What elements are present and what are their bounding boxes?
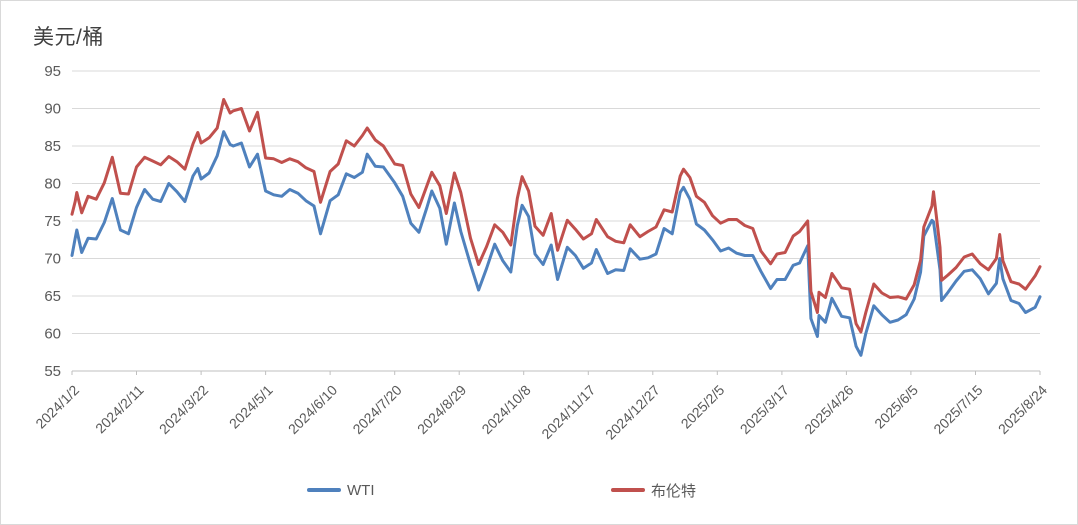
y-axis-tick-label: 95 (44, 63, 61, 80)
x-axis-tick-label: 2025/3/17 (737, 382, 793, 438)
legend-label-wti: WTI (347, 481, 375, 499)
legend-item-wti[interactable]: WTI (307, 478, 375, 502)
y-axis-tick-label: 75 (44, 213, 61, 230)
x-axis-tick-label: 2025/2/5 (678, 382, 728, 432)
legend-item-brent[interactable]: 布伦特 (611, 478, 696, 502)
x-axis-tick-label: 2025/7/15 (930, 382, 986, 438)
x-axis-tick-label: 2024/5/1 (226, 382, 276, 432)
x-axis-tick-label: 2024/8/29 (414, 382, 470, 438)
x-axis-tick-label: 2024/1/2 (32, 382, 82, 432)
x-axis-tick-label: 2024/7/20 (349, 382, 405, 438)
x-axis-tick-label: 2024/2/11 (92, 382, 147, 437)
brent-line-marker (611, 488, 645, 492)
wti-line-marker (307, 488, 341, 492)
y-axis-tick-label: 60 (44, 326, 61, 343)
x-axis-tick-label: 2025/8/24 (995, 382, 1051, 438)
y-axis-tick-label: 85 (44, 138, 61, 155)
x-axis-tick-label: 2024/11/17 (538, 382, 598, 442)
y-axis-tick-label: 90 (44, 101, 61, 118)
x-axis-tick-label: 2024/3/22 (156, 382, 212, 438)
x-axis-tick-label: 2025/6/5 (871, 382, 921, 432)
chart-legend: WTI 布伦特 (0, 478, 1078, 502)
legend-label-brent: 布伦特 (651, 482, 697, 500)
x-axis-tick-label: 2024/6/10 (285, 382, 341, 438)
y-axis-tick-label: 70 (44, 251, 61, 268)
series-line-brent (70, 98, 1042, 334)
y-axis-tick-label: 80 (44, 176, 61, 193)
y-axis-tick-label: 55 (44, 363, 61, 380)
x-axis-tick-label: 2024/12/27 (602, 382, 663, 443)
x-axis-tick-label: 2024/10/8 (478, 382, 534, 438)
chart-title: 美元/桶 (33, 26, 104, 49)
x-axis-tick-label: 2025/4/26 (801, 382, 857, 438)
series-line-wti (70, 130, 1042, 357)
y-axis-tick-label: 65 (44, 288, 61, 305)
